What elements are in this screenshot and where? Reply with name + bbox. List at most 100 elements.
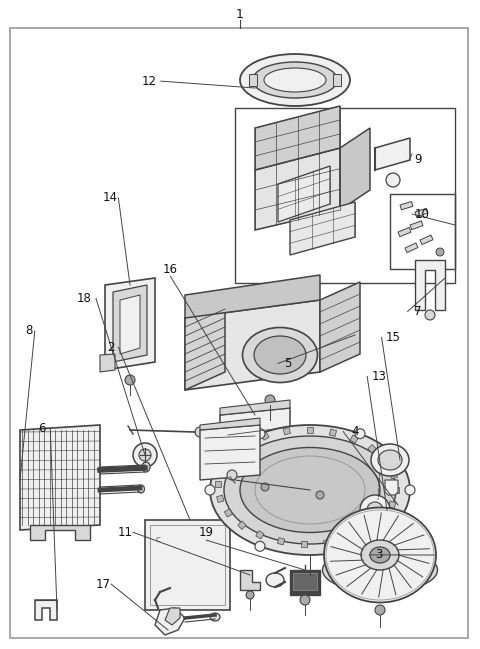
Polygon shape bbox=[105, 278, 155, 370]
Circle shape bbox=[261, 483, 269, 491]
Text: 6: 6 bbox=[38, 422, 46, 435]
Bar bbox=[235, 108, 455, 283]
Circle shape bbox=[125, 375, 135, 385]
Ellipse shape bbox=[254, 336, 306, 374]
Ellipse shape bbox=[224, 436, 396, 544]
Text: 5: 5 bbox=[284, 357, 292, 370]
Circle shape bbox=[436, 248, 444, 256]
Polygon shape bbox=[185, 300, 225, 390]
Bar bbox=[224, 509, 232, 517]
Bar bbox=[345, 533, 353, 542]
Text: 2: 2 bbox=[107, 341, 114, 354]
Bar bbox=[238, 521, 246, 530]
Polygon shape bbox=[200, 418, 260, 430]
Polygon shape bbox=[255, 106, 340, 170]
Ellipse shape bbox=[324, 508, 436, 602]
Circle shape bbox=[205, 485, 215, 495]
Ellipse shape bbox=[378, 450, 402, 470]
Circle shape bbox=[133, 443, 157, 467]
Circle shape bbox=[360, 495, 390, 525]
Bar bbox=[398, 227, 411, 236]
Circle shape bbox=[305, 573, 315, 583]
Bar bbox=[363, 525, 372, 533]
Polygon shape bbox=[290, 570, 320, 595]
Bar bbox=[378, 514, 387, 522]
Bar bbox=[301, 541, 307, 547]
Bar bbox=[393, 487, 399, 493]
Ellipse shape bbox=[240, 54, 350, 106]
Polygon shape bbox=[165, 608, 180, 625]
Circle shape bbox=[300, 595, 310, 605]
Text: 19: 19 bbox=[199, 526, 214, 539]
Polygon shape bbox=[200, 425, 260, 480]
Polygon shape bbox=[290, 202, 355, 255]
Text: 15: 15 bbox=[386, 331, 401, 344]
Bar bbox=[329, 429, 336, 436]
Text: 4: 4 bbox=[351, 425, 359, 438]
Ellipse shape bbox=[361, 540, 399, 570]
Text: 14: 14 bbox=[103, 191, 118, 204]
Text: 16: 16 bbox=[163, 263, 178, 276]
Circle shape bbox=[386, 173, 400, 187]
Polygon shape bbox=[415, 260, 445, 310]
Circle shape bbox=[195, 427, 205, 437]
Bar bbox=[368, 445, 376, 453]
Text: C: C bbox=[156, 537, 160, 543]
Text: 11: 11 bbox=[117, 526, 132, 539]
Circle shape bbox=[139, 449, 151, 461]
Ellipse shape bbox=[264, 68, 326, 92]
Text: 13: 13 bbox=[372, 370, 386, 383]
Polygon shape bbox=[185, 300, 320, 390]
Circle shape bbox=[227, 470, 237, 480]
Bar bbox=[228, 452, 236, 460]
Ellipse shape bbox=[210, 425, 410, 555]
Bar bbox=[242, 440, 251, 449]
Bar bbox=[333, 74, 341, 86]
Bar bbox=[324, 539, 331, 546]
Polygon shape bbox=[255, 148, 340, 230]
Bar bbox=[283, 428, 290, 435]
Polygon shape bbox=[320, 282, 360, 372]
Polygon shape bbox=[155, 608, 185, 635]
Polygon shape bbox=[185, 275, 320, 318]
Polygon shape bbox=[340, 128, 370, 210]
Ellipse shape bbox=[242, 328, 317, 382]
Ellipse shape bbox=[210, 613, 220, 621]
Bar bbox=[415, 208, 428, 217]
Bar bbox=[410, 221, 423, 230]
Polygon shape bbox=[100, 354, 115, 372]
Text: 12: 12 bbox=[141, 75, 156, 88]
Bar bbox=[350, 435, 358, 443]
Bar bbox=[218, 466, 226, 473]
Polygon shape bbox=[20, 425, 100, 530]
Text: 10: 10 bbox=[415, 208, 430, 221]
Polygon shape bbox=[145, 520, 230, 610]
Text: 7: 7 bbox=[414, 305, 421, 318]
Bar bbox=[261, 432, 269, 440]
Circle shape bbox=[355, 541, 365, 551]
Bar bbox=[215, 481, 221, 487]
Circle shape bbox=[316, 491, 324, 499]
Bar bbox=[405, 245, 418, 253]
Bar bbox=[307, 427, 313, 433]
Polygon shape bbox=[278, 166, 330, 222]
Polygon shape bbox=[35, 600, 57, 620]
Circle shape bbox=[355, 429, 365, 439]
Polygon shape bbox=[375, 138, 410, 170]
Polygon shape bbox=[240, 570, 260, 590]
Ellipse shape bbox=[137, 485, 144, 493]
Bar bbox=[256, 531, 264, 539]
Polygon shape bbox=[220, 408, 290, 450]
Ellipse shape bbox=[252, 62, 337, 98]
Bar bbox=[390, 471, 397, 479]
Ellipse shape bbox=[323, 548, 437, 593]
Circle shape bbox=[255, 541, 265, 551]
Polygon shape bbox=[120, 295, 140, 354]
Ellipse shape bbox=[371, 444, 409, 476]
Ellipse shape bbox=[266, 573, 284, 587]
Bar bbox=[400, 201, 413, 210]
Ellipse shape bbox=[370, 547, 390, 563]
Bar bbox=[277, 537, 285, 545]
Text: 3: 3 bbox=[375, 548, 383, 561]
Text: 18: 18 bbox=[77, 292, 91, 305]
